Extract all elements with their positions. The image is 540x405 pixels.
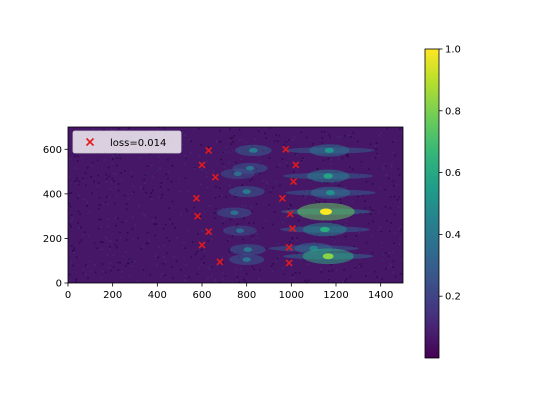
y-tick-label: 0 — [56, 279, 62, 290]
heatmap-peak — [235, 144, 272, 157]
x-tick-label: 200 — [103, 290, 122, 301]
y-tick-label: 600 — [43, 145, 62, 156]
y-axis: 0 200 400 600 — [43, 145, 68, 290]
heatmap-peak — [302, 222, 347, 237]
x-marker — [285, 243, 293, 251]
x-marker — [285, 259, 293, 267]
legend-marker-icon — [85, 137, 95, 147]
x-marker — [216, 258, 224, 266]
y-tick-label: 200 — [43, 234, 62, 245]
x-marker — [198, 161, 206, 169]
x-marker — [292, 161, 300, 169]
x-marker — [205, 146, 213, 154]
marker-series — [192, 145, 300, 267]
x-marker — [290, 178, 298, 186]
heatmap-peak — [309, 144, 350, 157]
x-tick-label: 800 — [237, 290, 256, 301]
plot-frame — [67, 126, 404, 284]
colorbar-tick-label: 0.8 — [445, 106, 461, 117]
x-axis: 0 200 400 600 800 1000 1200 1400 — [65, 283, 393, 301]
heatmap-peak — [297, 202, 355, 221]
x-marker — [193, 212, 202, 220]
x-tick-label: 1400 — [368, 290, 393, 301]
heatmap-peak — [223, 225, 257, 236]
colorbar-tick-label: 1.0 — [445, 45, 461, 56]
legend-box — [72, 130, 182, 154]
legend-label: loss=0.014 — [110, 138, 166, 149]
heatmap-peak — [228, 186, 265, 198]
x-marker — [205, 228, 213, 236]
legend: loss=0.014 — [72, 130, 182, 154]
colorbar-tick-label: 0.4 — [445, 230, 461, 241]
x-marker — [211, 173, 219, 181]
heatmap-peak — [217, 207, 252, 219]
heatmap-peak — [302, 248, 354, 265]
heatmap-peak — [306, 169, 350, 183]
x-marker — [278, 194, 286, 202]
y-tick-label: 400 — [43, 189, 62, 200]
x-marker — [286, 210, 294, 218]
x-tick-label: 1000 — [279, 290, 304, 301]
x-tick-label: 0 — [65, 290, 71, 301]
heatmap-peak — [310, 186, 351, 199]
colorbar-tick-label: 0.6 — [445, 168, 461, 179]
heatmap-peak — [229, 244, 266, 256]
x-tick-label: 1200 — [323, 290, 348, 301]
colorbar: 0.2 0.4 0.6 0.8 1.0 — [424, 45, 461, 359]
x-marker — [198, 241, 206, 249]
x-marker — [192, 194, 200, 202]
x-tick-label: 600 — [192, 290, 211, 301]
heatmap-peak — [220, 168, 255, 180]
colorbar-gradient — [424, 48, 440, 359]
x-tick-label: 400 — [148, 290, 167, 301]
x-marker — [288, 224, 297, 232]
heatmap-peak — [229, 254, 265, 265]
colorbar-tick-label: 0.2 — [445, 292, 461, 303]
x-marker — [282, 145, 290, 153]
